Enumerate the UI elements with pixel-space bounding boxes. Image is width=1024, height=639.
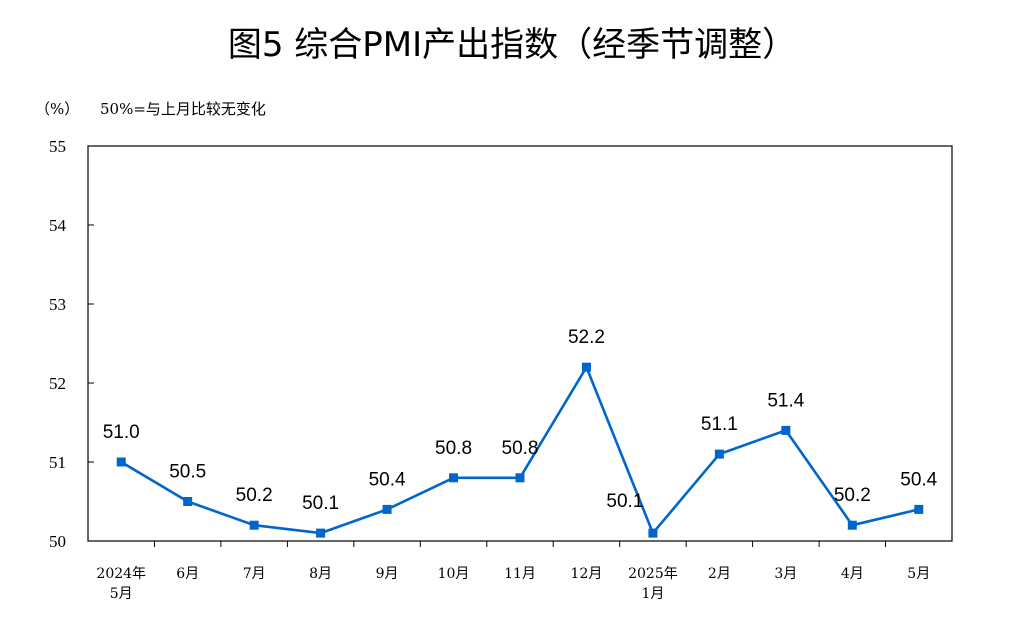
x-tick-label: 11月	[504, 566, 536, 582]
chart-note: 50%=与上月比较无变化	[100, 100, 266, 118]
data-point-marker	[116, 457, 126, 467]
x-tick-label: 9月	[376, 566, 399, 582]
x-tick-label: 2024年 5月	[96, 566, 146, 602]
data-point-marker	[449, 473, 459, 483]
x-tick-label: 5月	[907, 566, 930, 582]
y-axis: 50 51 52 53 54 55	[49, 137, 94, 551]
x-axis: 2024年 5月 6月 7月 8月 9月 10月 11月 12月 2025年 1月 2月 3月 4月 5月	[96, 541, 930, 602]
y-tick-label: 55	[49, 137, 66, 156]
y-tick-label: 54	[49, 216, 67, 235]
y-axis-unit: （%）	[35, 100, 79, 118]
data-label: 50.4	[900, 469, 937, 490]
data-point-marker	[714, 449, 724, 459]
x-tick-label: 3月	[774, 566, 797, 582]
data-point-marker	[581, 362, 591, 372]
x-tick-label: 2月	[708, 566, 731, 582]
x-tick-label: 2025年 1月	[628, 566, 678, 602]
y-tick-label: 50	[49, 532, 66, 551]
data-label: 51.0	[103, 422, 140, 443]
data-label: 50.2	[834, 485, 871, 506]
y-tick-label: 51	[49, 453, 66, 472]
y-tick-label: 52	[49, 374, 66, 393]
plot-area	[87, 145, 953, 542]
data-label: 50.1	[606, 491, 643, 512]
data-label: 52.2	[568, 327, 605, 348]
data-point-marker	[316, 528, 326, 538]
x-tick-label: 12月	[571, 566, 603, 582]
data-point-marker	[847, 520, 857, 530]
data-point-marker	[515, 473, 525, 483]
data-point-marker	[183, 497, 193, 506]
x-tick-label: 4月	[841, 566, 864, 582]
data-label: 50.8	[502, 438, 539, 459]
data-point-marker	[249, 520, 259, 530]
data-label: 50.2	[236, 485, 273, 506]
y-tick-label: 53	[49, 295, 66, 314]
data-label: 50.4	[369, 469, 406, 490]
x-tick-label: 10月	[438, 566, 470, 582]
data-point-marker	[382, 504, 392, 514]
x-tick-label: 6月	[176, 566, 199, 582]
data-point-marker	[781, 425, 791, 435]
x-tick-label: 8月	[309, 566, 332, 582]
data-label: 50.1	[302, 493, 339, 514]
chart-title: 图5 综合PMI产出指数（经季节调整）	[228, 25, 796, 65]
data-label: 50.8	[435, 438, 472, 459]
data-label: 50.5	[169, 462, 206, 483]
data-label: 51.4	[767, 390, 804, 411]
data-label: 51.1	[701, 414, 738, 435]
series-line-group: 51.0 50.5 50.2 50.1 50.4 50.8 50.8 52.2 50.1 51.1…	[103, 327, 938, 538]
data-point-marker	[648, 528, 658, 538]
data-point-marker	[914, 504, 924, 514]
x-tick-label: 7月	[243, 566, 266, 582]
